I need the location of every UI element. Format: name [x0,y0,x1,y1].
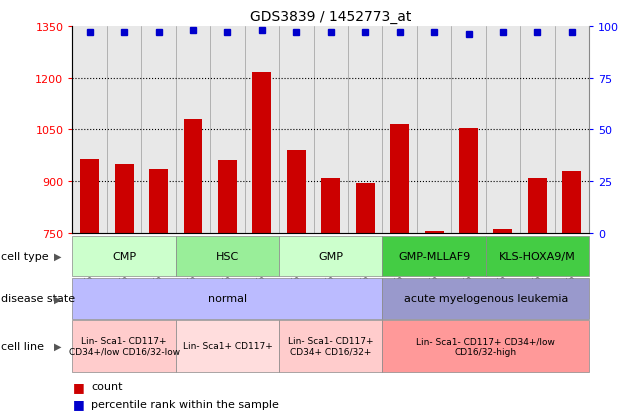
Text: acute myelogenous leukemia: acute myelogenous leukemia [404,294,568,304]
Text: HSC: HSC [216,252,239,261]
Bar [115,164,134,233]
Text: Lin- Sca1- CD117+
CD34+/low CD16/32-low: Lin- Sca1- CD117+ CD34+/low CD16/32-low [69,337,180,356]
Bar [253,73,272,233]
Bar [528,178,547,233]
Bar [210,27,244,233]
Bar [141,27,176,233]
Text: ■: ■ [72,380,84,393]
Text: ▶: ▶ [54,341,62,351]
Text: KLS-HOXA9/M: KLS-HOXA9/M [499,252,576,261]
Text: ▶: ▶ [54,294,62,304]
Bar [287,151,306,233]
Bar [348,27,382,233]
Bar [382,27,417,233]
Bar [520,27,554,233]
Text: GMP-MLLAF9: GMP-MLLAF9 [398,252,470,261]
Bar [279,27,314,233]
Text: CMP: CMP [112,252,136,261]
Bar [459,128,478,233]
Text: Lin- Sca1+ CD117+: Lin- Sca1+ CD117+ [183,342,272,351]
Bar [563,171,581,233]
Bar [554,27,589,233]
Text: cell line: cell line [1,341,44,351]
Bar [314,27,348,233]
Text: disease state: disease state [1,294,76,304]
Bar [72,27,107,233]
Bar [149,170,168,233]
Bar [218,161,237,233]
Bar [486,27,520,233]
Title: GDS3839 / 1452773_at: GDS3839 / 1452773_at [250,10,411,24]
Text: count: count [91,381,123,391]
Text: GMP: GMP [318,252,343,261]
Text: normal: normal [208,294,247,304]
Bar [176,27,210,233]
Bar [451,27,486,233]
Bar [493,230,512,233]
Bar [244,27,279,233]
Bar [390,125,409,233]
Text: percentile rank within the sample: percentile rank within the sample [91,399,279,409]
Bar [356,183,375,233]
Text: cell type: cell type [1,252,49,261]
Bar [425,232,444,233]
Text: Lin- Sca1- CD117+ CD34+/low
CD16/32-high: Lin- Sca1- CD117+ CD34+/low CD16/32-high [416,337,555,356]
Text: ▶: ▶ [54,252,62,261]
Bar [183,120,202,233]
Bar [321,178,340,233]
Bar [80,159,99,233]
Text: Lin- Sca1- CD117+
CD34+ CD16/32+: Lin- Sca1- CD117+ CD34+ CD16/32+ [288,337,374,356]
Bar [107,27,141,233]
Text: ■: ■ [72,397,84,411]
Bar [417,27,451,233]
